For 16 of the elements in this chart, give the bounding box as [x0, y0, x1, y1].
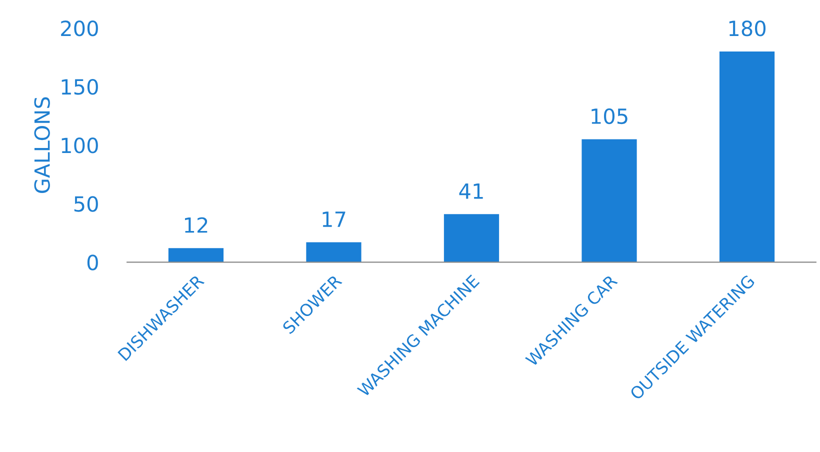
data-label: 105 — [592, 108, 628, 124]
bar — [582, 139, 637, 262]
y-tick-label: 200 — [61, 20, 98, 36]
y-tick-label: 0 — [87, 254, 98, 270]
data-label: 180 — [729, 20, 766, 36]
data-label: 41 — [459, 184, 483, 199]
data-label: 17 — [322, 212, 346, 227]
bar — [444, 214, 500, 262]
data-label: 12 — [185, 217, 208, 233]
y-axis-title: GALLONS — [34, 97, 50, 193]
y-tick-label: 150 — [62, 79, 98, 95]
bar — [719, 51, 775, 262]
y-tick-label: 100 — [62, 138, 98, 154]
y-tick-label: 50 — [74, 196, 98, 212]
bar — [168, 248, 224, 262]
bar — [306, 242, 362, 262]
